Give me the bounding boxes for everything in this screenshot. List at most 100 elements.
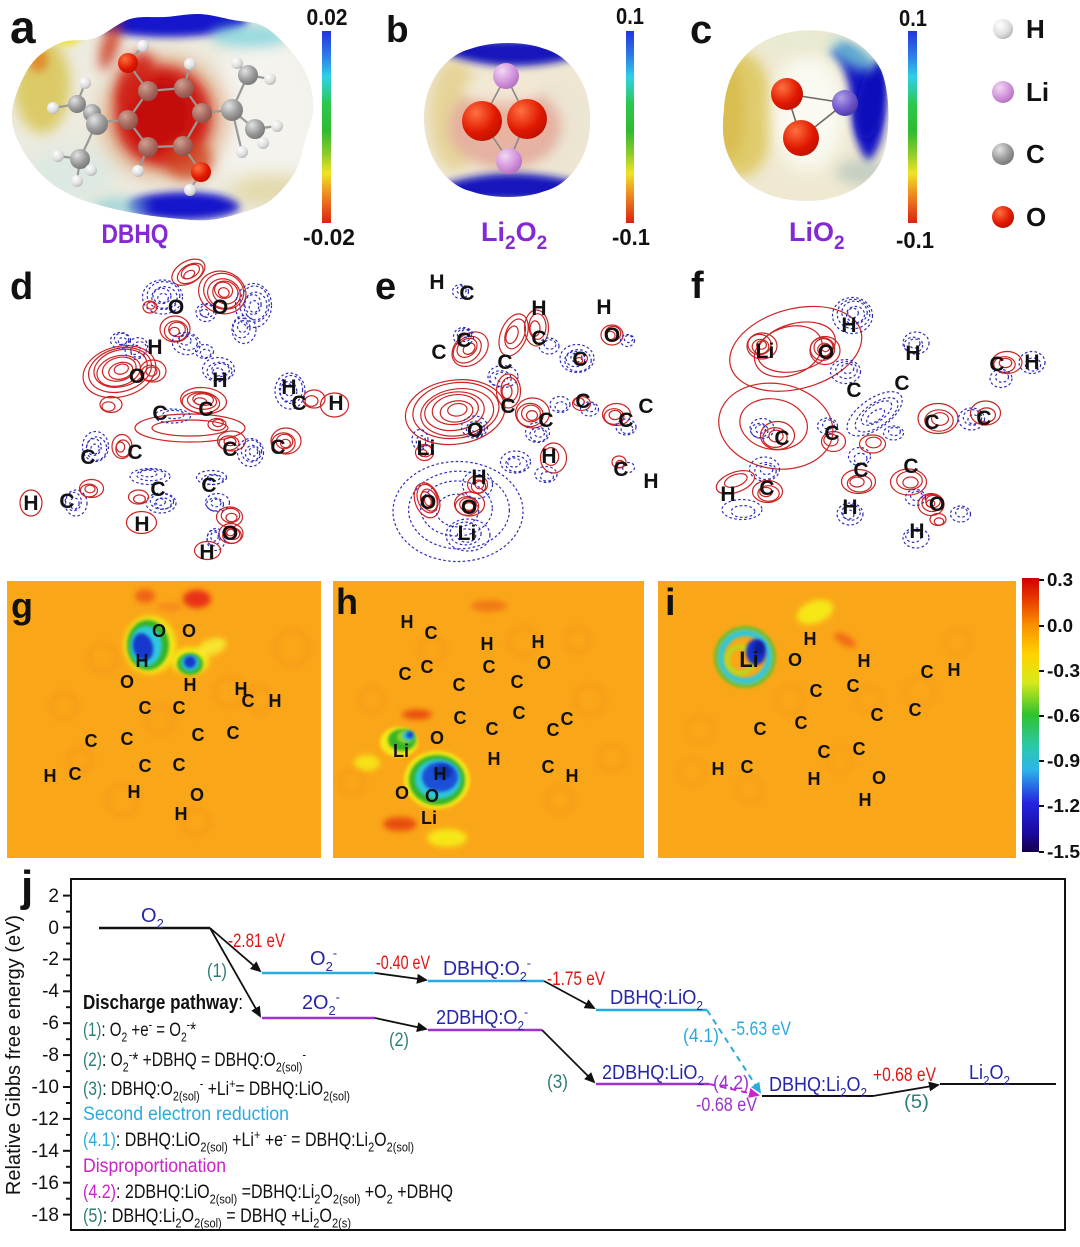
svg-text:C: C <box>139 698 152 718</box>
svg-text:-1.75 eV: -1.75 eV <box>547 969 605 990</box>
svg-text:C: C <box>500 395 515 418</box>
svg-text:H: H <box>128 782 141 802</box>
svg-text:C: C <box>222 438 237 461</box>
svg-text:-1.2: -1.2 <box>1047 796 1080 816</box>
svg-text:-0.3: -0.3 <box>1047 661 1080 681</box>
svg-text:2O2-: 2O2- <box>302 989 340 1018</box>
svg-text:C: C <box>538 409 553 432</box>
svg-text:C: C <box>486 719 499 739</box>
svg-text:C: C <box>903 455 918 478</box>
svg-text:H: H <box>1026 14 1045 44</box>
svg-text:O: O <box>425 786 439 806</box>
svg-text:Relative Gibbs free energy (eV: Relative Gibbs free energy (eV) <box>3 915 25 1195</box>
svg-text:C: C <box>853 459 868 482</box>
svg-text:C: C <box>921 662 934 682</box>
svg-text:O: O <box>430 728 444 748</box>
svg-text:Li: Li <box>756 340 775 363</box>
svg-text:C: C <box>924 411 939 434</box>
svg-text:C: C <box>198 398 213 421</box>
svg-text:C: C <box>572 348 587 371</box>
svg-text:(2): O2-* +DBHQ = DBHQ:O2(sol): (2): O2-* +DBHQ = DBHQ:O2(sol)- <box>83 1047 306 1075</box>
svg-text:-2.81 eV: -2.81 eV <box>228 931 285 952</box>
svg-text:H: H <box>175 804 188 824</box>
svg-text:H: H <box>596 296 611 319</box>
svg-text:-0.1: -0.1 <box>896 227 934 253</box>
svg-text:-0.68 eV: -0.68 eV <box>696 1095 757 1116</box>
svg-text:H: H <box>531 297 546 320</box>
svg-text:C: C <box>853 739 866 759</box>
svg-text:H: H <box>212 369 227 392</box>
svg-text:-0.1: -0.1 <box>612 224 650 250</box>
svg-text:O: O <box>818 341 834 364</box>
svg-text:O: O <box>212 296 228 319</box>
svg-text:H: H <box>434 764 447 784</box>
svg-text:O: O <box>788 650 802 670</box>
svg-text:C: C <box>454 708 467 728</box>
svg-text:Li: Li <box>458 522 477 545</box>
svg-text:C: C <box>425 623 438 643</box>
svg-text:(4.1): (4.1) <box>683 1026 719 1047</box>
svg-text:C: C <box>152 402 167 425</box>
svg-text:C: C <box>270 436 285 459</box>
svg-text:-14: -14 <box>32 1141 60 1162</box>
svg-text:j: j <box>20 862 33 911</box>
svg-text:C: C <box>150 478 165 501</box>
svg-text:C: C <box>613 458 628 481</box>
svg-text:H: H <box>859 790 872 810</box>
svg-text:Li2O2: Li2O2 <box>969 1062 1010 1088</box>
svg-text:C: C <box>453 675 466 695</box>
svg-text:H: H <box>532 632 545 652</box>
svg-text:C: C <box>85 731 98 751</box>
svg-text:H: H <box>643 470 658 493</box>
svg-text:O: O <box>395 783 409 803</box>
svg-text:-4: -4 <box>42 981 59 1002</box>
svg-text:H: H <box>184 675 197 695</box>
svg-text:C: C <box>291 392 306 415</box>
svg-text:C: C <box>192 725 205 745</box>
svg-text:C: C <box>847 676 860 696</box>
svg-text:C: C <box>242 691 255 711</box>
svg-text:O: O <box>461 496 477 519</box>
svg-text:0.3: 0.3 <box>1047 570 1073 590</box>
svg-text:C: C <box>824 422 839 445</box>
svg-text:2DBHQ:O2-: 2DBHQ:O2- <box>436 1004 528 1033</box>
svg-text:C: C <box>810 681 823 701</box>
svg-text:C: C <box>561 709 574 729</box>
svg-text:H: H <box>488 749 501 769</box>
svg-text:(3): (3) <box>547 1072 568 1093</box>
svg-text:-1.5: -1.5 <box>1047 842 1080 862</box>
svg-text:Discharge pathway:: Discharge pathway: <box>83 992 243 1014</box>
svg-text:C: C <box>976 407 991 430</box>
svg-text:h: h <box>336 581 358 622</box>
svg-text:H: H <box>712 759 725 779</box>
svg-text:C: C <box>846 379 861 402</box>
svg-text:H: H <box>481 634 494 654</box>
svg-text:-2: -2 <box>42 949 59 970</box>
svg-text:C: C <box>139 756 152 776</box>
svg-text:C: C <box>795 713 808 733</box>
svg-text:C: C <box>774 427 789 450</box>
svg-text:0.0: 0.0 <box>1047 616 1073 636</box>
svg-text:C: C <box>80 446 95 469</box>
svg-text:H: H <box>471 466 486 489</box>
svg-text:Disproportionation: Disproportionation <box>83 1156 226 1177</box>
svg-text:O: O <box>182 621 196 641</box>
svg-text:C: C <box>59 490 74 513</box>
svg-text:DBHQ:Li2O2: DBHQ:Li2O2 <box>769 1074 867 1100</box>
svg-text:C: C <box>127 441 142 464</box>
svg-text:C: C <box>818 742 831 762</box>
svg-text:O: O <box>222 522 238 545</box>
svg-text:H: H <box>44 766 57 786</box>
svg-text:(4.2): 2DBHQ:LiO2(sol) =DBHQ:L: (4.2): 2DBHQ:LiO2(sol) =DBHQ:Li2O2(sol) … <box>83 1182 453 1207</box>
svg-text:H: H <box>842 496 857 519</box>
svg-text:C: C <box>871 705 884 725</box>
svg-text:(4.2): (4.2) <box>713 1073 749 1094</box>
svg-text:O: O <box>420 491 436 514</box>
svg-text:(1): (1) <box>207 961 227 982</box>
svg-text:Second electron reduction: Second electron reduction <box>83 1104 289 1125</box>
svg-text:g: g <box>11 585 33 626</box>
svg-text:H: H <box>429 271 444 294</box>
svg-text:(5): (5) <box>904 1092 929 1113</box>
svg-text:a: a <box>10 1 36 53</box>
svg-text:H: H <box>328 392 343 415</box>
